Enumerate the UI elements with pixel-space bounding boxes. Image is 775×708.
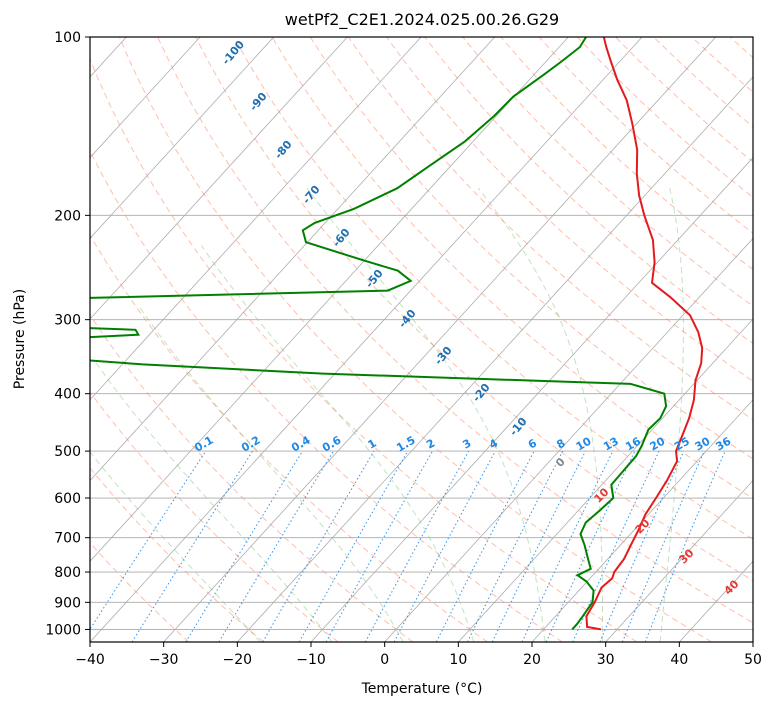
y-tick-label: 300 <box>54 313 81 329</box>
x-axis-label: Temperature (°C) <box>361 681 483 697</box>
isotherm-line <box>90 37 348 320</box>
x-tick-label: −30 <box>149 652 179 668</box>
x-tick-label: 40 <box>670 652 688 668</box>
plot-frame <box>89 36 754 643</box>
y-tick-label: 600 <box>54 491 81 507</box>
isotherm-line <box>310 157 753 642</box>
moist-adiabat-line <box>200 245 475 642</box>
dry-adiabat-line <box>195 37 753 582</box>
x-tick-label: −20 <box>223 652 253 668</box>
isotherm-line <box>458 318 753 642</box>
y-tick-label: 1000 <box>45 622 81 638</box>
dewpoint-profile-line <box>90 37 668 631</box>
isotherm-line <box>90 37 569 562</box>
dry-adiabat-line <box>271 37 753 500</box>
dry-adiabat-line <box>118 37 712 642</box>
dry-adiabat-line <box>157 37 753 624</box>
moist-adiabat-line <box>306 187 546 642</box>
moist-adiabat-line <box>659 188 684 642</box>
mixing-ratio-line <box>185 450 304 642</box>
x-tick-label: 30 <box>597 652 615 668</box>
y-tick-label: 200 <box>54 208 81 224</box>
isotherm-line <box>605 479 753 642</box>
isotherm-line <box>163 37 717 642</box>
isotherm-line <box>531 399 753 642</box>
isotherm-line <box>384 237 753 642</box>
dry-adiabat-line <box>347 37 753 421</box>
dry-adiabat-line <box>90 542 190 642</box>
dry-adiabat-line <box>90 58 638 642</box>
x-tick-label: −10 <box>296 652 326 668</box>
mixing-ratio-line <box>621 450 705 642</box>
y-axis-label: Pressure (hPa) <box>12 289 28 389</box>
dry-adiabat-line <box>90 234 488 642</box>
mixing-ratio-line <box>90 450 207 631</box>
dry-adiabat-line <box>90 467 264 642</box>
mixing-ratio-line <box>644 450 726 642</box>
dry-adiabat-line <box>386 37 753 382</box>
y-tick-label: 700 <box>54 531 81 547</box>
x-tick-label: 0 <box>380 652 389 668</box>
isotherm-line <box>90 37 643 642</box>
moist-adiabat-line <box>138 306 404 642</box>
y-tick-label: 900 <box>54 595 81 611</box>
mixing-ratio-line <box>131 450 254 642</box>
y-tick-label: 100 <box>54 30 81 46</box>
temperature-profile-line <box>585 37 704 631</box>
mixing-ratio-line <box>467 450 564 642</box>
mixing-ratio-line <box>599 450 685 642</box>
isotherm-line <box>237 76 753 642</box>
isotherm-line <box>90 37 201 159</box>
moist-adiabat-line <box>478 187 603 642</box>
mixing-ratio-line <box>572 450 660 642</box>
moist-adiabat-line <box>90 451 261 642</box>
dry-adiabat-line <box>90 149 563 642</box>
x-tick-label: 50 <box>744 652 762 668</box>
isotherm-line <box>90 37 275 239</box>
y-tick-label: 800 <box>54 565 81 581</box>
x-tick-label: 10 <box>449 652 467 668</box>
y-tick-label: 400 <box>54 387 81 403</box>
isotherm-line <box>90 37 496 482</box>
x-tick-label: 20 <box>523 652 541 668</box>
mixing-ratio-line <box>364 450 470 642</box>
isotherm-line <box>90 37 422 401</box>
mixing-ratio-line <box>393 450 496 642</box>
mixing-ratio-line <box>325 450 433 642</box>
x-tick-label: −40 <box>75 652 105 668</box>
y-tick-label: 500 <box>54 444 81 460</box>
dry-adiabat-line <box>309 37 753 460</box>
chart-title: wetPf2_C2E1.2024.025.00.26.G29 <box>285 10 559 30</box>
